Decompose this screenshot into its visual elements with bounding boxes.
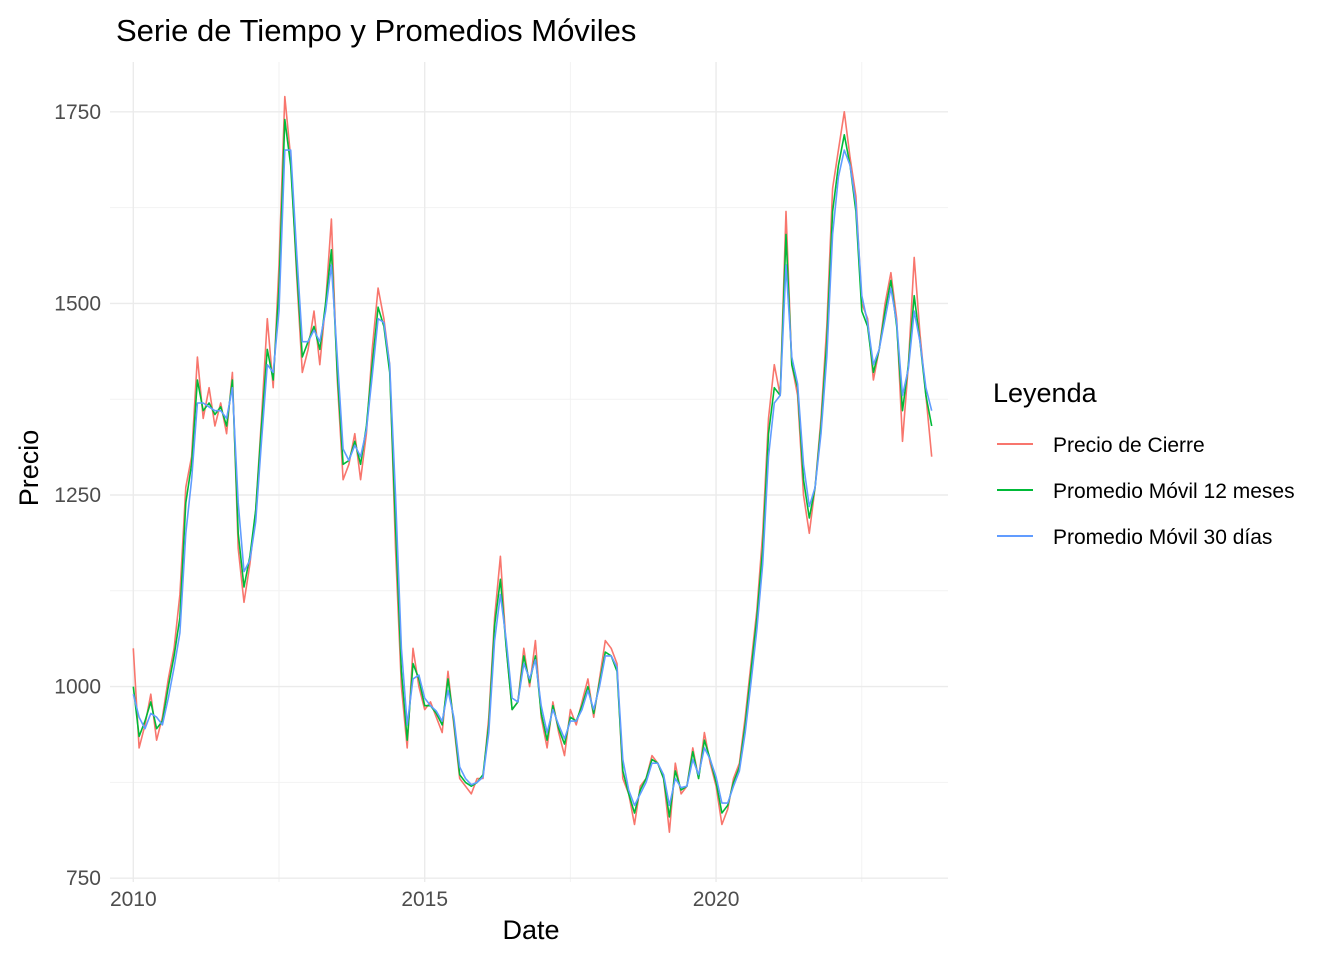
legend-items: Precio de Cierre Promedio Móvil 12 meses P… bbox=[997, 434, 1295, 549]
x-axis-ticks: 2010 2015 2020 bbox=[110, 888, 739, 911]
y-axis-title: Precio bbox=[14, 430, 44, 507]
x-tick-label: 2015 bbox=[401, 888, 448, 911]
x-tick-label: 2010 bbox=[110, 888, 157, 911]
y-tick-label: 750 bbox=[66, 867, 101, 890]
legend: Leyenda Precio de Cierre Promedio Móvil 1… bbox=[993, 378, 1295, 549]
chart-title: Serie de Tiempo y Promedios Móviles bbox=[116, 13, 636, 48]
y-tick-label: 1750 bbox=[54, 101, 101, 124]
y-tick-label: 1250 bbox=[54, 484, 101, 507]
y-tick-label: 1000 bbox=[54, 676, 101, 699]
series-lines bbox=[132, 95, 933, 834]
series-line-promedio-movil-30-dias bbox=[132, 149, 933, 807]
x-tick-label: 2020 bbox=[693, 888, 740, 911]
series-line-precio-de-cierre bbox=[132, 95, 933, 834]
series-line-promedio-movil-12-meses bbox=[132, 118, 933, 818]
minor-gridlines bbox=[110, 62, 948, 882]
x-axis-title: Date bbox=[502, 915, 559, 945]
legend-title: Leyenda bbox=[993, 378, 1098, 408]
legend-label: Promedio Móvil 30 días bbox=[1053, 526, 1272, 549]
y-axis-ticks: 750 1000 1250 1500 1750 bbox=[54, 101, 101, 890]
legend-label: Promedio Móvil 12 meses bbox=[1053, 480, 1295, 503]
legend-label: Precio de Cierre bbox=[1053, 434, 1205, 457]
y-tick-label: 1500 bbox=[54, 292, 101, 315]
